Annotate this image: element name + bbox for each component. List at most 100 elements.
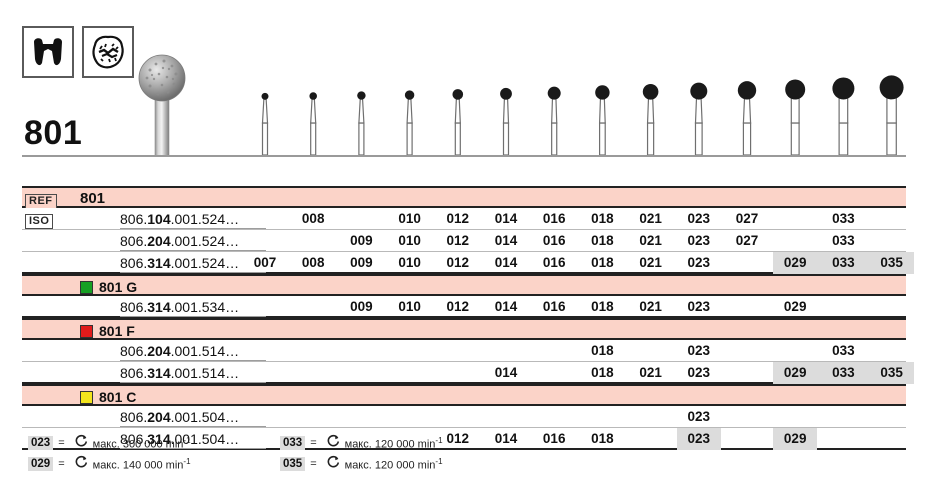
footnote-speed-text: макс. 300 000 min-1 [92, 435, 191, 451]
size-cell[interactable]: 012 [446, 211, 470, 226]
size-cell[interactable]: 027 [735, 233, 759, 248]
size-cell[interactable]: 012 [446, 299, 470, 314]
size-cell[interactable]: 029 [783, 255, 807, 270]
iso-code: 806.104.001.524… [120, 211, 240, 227]
size-cell[interactable]: 023 [687, 365, 711, 380]
size-cell[interactable]: 018 [591, 431, 614, 446]
tooth-occlusal-icon [82, 26, 134, 78]
size-cell[interactable]: 018 [591, 343, 614, 358]
table-row[interactable]: 806.314.001.534… 009 010 012 014 016 018 021 023… [22, 296, 906, 318]
iso-code: 806.314.001.534… [120, 299, 240, 315]
grit-name: 801 F [99, 323, 135, 339]
size-cell[interactable]: 029 [783, 431, 807, 446]
size-cell[interactable]: 018 [591, 233, 614, 248]
size-cell[interactable]: 035 [880, 365, 903, 380]
iso-code: 806.314.001.514… [120, 365, 240, 381]
grit-label: 801 F [80, 323, 135, 339]
size-cell[interactable]: 021 [639, 233, 662, 248]
grit-color-swatch [80, 280, 93, 294]
iso-code: 806.204.001.504… [120, 409, 240, 425]
footnote-size-code: 029 [28, 457, 54, 471]
size-cell[interactable]: 008 [301, 211, 325, 226]
size-cell[interactable]: 014 [494, 211, 518, 226]
size-cell[interactable]: 033 [832, 211, 855, 226]
speed-limit-highlight [676, 428, 721, 450]
ref-badge: REF [25, 194, 57, 209]
size-cell[interactable]: 018 [591, 299, 614, 314]
size-cell[interactable]: 033 [832, 365, 855, 380]
iso-code: 806.314.001.524… [120, 255, 240, 271]
size-cell[interactable]: 035 [880, 255, 903, 270]
size-cell[interactable]: 027 [735, 211, 759, 226]
table-row[interactable]: 806.204.001.524… 009 010 012 014 016 018 021 023… [22, 230, 906, 252]
size-cell[interactable]: 014 [494, 233, 518, 248]
iso-code-underline [120, 316, 266, 317]
size-cell[interactable]: 012 [446, 431, 470, 446]
size-cell[interactable]: 009 [350, 255, 373, 270]
size-cell[interactable]: 023 [687, 211, 711, 226]
iso-badge: ISO [25, 214, 54, 229]
size-cell[interactable]: 023 [687, 299, 711, 314]
size-cell[interactable]: 021 [639, 365, 662, 380]
size-cell[interactable]: 009 [350, 299, 373, 314]
table-row[interactable]: 806.314.001.504… 012 014 016 018 023 029 [22, 428, 906, 450]
size-cell[interactable]: 012 [446, 255, 470, 270]
iso-code: 806.204.001.524… [120, 233, 240, 249]
rpm-icon [70, 455, 89, 473]
size-cell[interactable]: 021 [639, 211, 662, 226]
size-cell[interactable]: 029 [783, 299, 807, 314]
size-cell[interactable]: 009 [350, 233, 373, 248]
size-cell[interactable]: 021 [639, 299, 662, 314]
size-cell[interactable]: 016 [542, 211, 566, 226]
size-cell[interactable]: 021 [639, 255, 662, 270]
size-cell[interactable]: 018 [591, 365, 614, 380]
size-cell[interactable]: 010 [398, 299, 421, 314]
size-cell[interactable]: 014 [494, 255, 518, 270]
rpm-icon [70, 434, 89, 452]
size-cell[interactable]: 023 [687, 343, 711, 358]
table-row[interactable]: 806.204.001.514… 018 023 033 [22, 340, 906, 362]
size-cell[interactable]: 018 [591, 211, 614, 226]
grit-label: 801 G [80, 279, 137, 295]
size-cell[interactable]: 014 [494, 365, 518, 380]
grit-band-801-f: 801 F [22, 318, 906, 340]
footnote-speed-text: макс. 140 000 min-1 [92, 456, 191, 472]
table-row[interactable]: 806.314.001.514… 014 018 021 023 029 033 035 [22, 362, 914, 384]
size-cell[interactable]: 016 [542, 431, 566, 446]
table-row[interactable]: 806.204.001.504… 023 [22, 406, 906, 428]
table-row[interactable]: ISO 806.104.001.524… 008 010 012 014 016 018 021… [22, 208, 906, 230]
table-row[interactable]: 806.314.001.524… 007 008 009 010 012 014 016 018… [22, 252, 914, 274]
size-cell[interactable]: 023 [687, 431, 711, 446]
size-cell[interactable]: 010 [398, 255, 421, 270]
grit-band-801-c: 801 C [22, 384, 906, 406]
size-cell[interactable]: 010 [398, 211, 421, 226]
footnote-size-code: 033 [280, 436, 306, 450]
speed-limit-highlight [773, 252, 914, 274]
header-baseline [22, 155, 906, 157]
size-cell[interactable]: 016 [542, 299, 566, 314]
size-cell[interactable]: 012 [446, 233, 470, 248]
size-cell[interactable]: 016 [542, 255, 566, 270]
size-cell[interactable]: 016 [542, 233, 566, 248]
size-cell[interactable]: 008 [301, 255, 325, 270]
size-cell[interactable]: 018 [591, 255, 614, 270]
size-cell[interactable]: 023 [687, 255, 711, 270]
size-cell[interactable]: 014 [494, 431, 518, 446]
iso-code-underline [120, 426, 266, 427]
tooth-cross-section-icon [22, 26, 74, 78]
size-cell[interactable]: 033 [832, 233, 855, 248]
iso-code-underline [120, 382, 266, 383]
size-cell[interactable]: 007 [253, 255, 277, 270]
size-cell[interactable]: 023 [687, 409, 711, 424]
size-cell[interactable]: 033 [832, 255, 855, 270]
footnote-speed-text: макс. 120 000 min-1 [344, 456, 443, 472]
footnote-equals: = [310, 437, 317, 449]
size-cell[interactable]: 033 [832, 343, 855, 358]
iso-code: 806.314.001.504… [120, 431, 240, 447]
size-cell[interactable]: 029 [783, 365, 807, 380]
size-cell[interactable]: 010 [398, 233, 421, 248]
grit-color-swatch [80, 390, 93, 404]
size-cell[interactable]: 023 [687, 233, 711, 248]
size-cell[interactable]: 014 [494, 299, 518, 314]
footnote-item: 035 = макс. 120 000 min-1 [280, 455, 443, 473]
